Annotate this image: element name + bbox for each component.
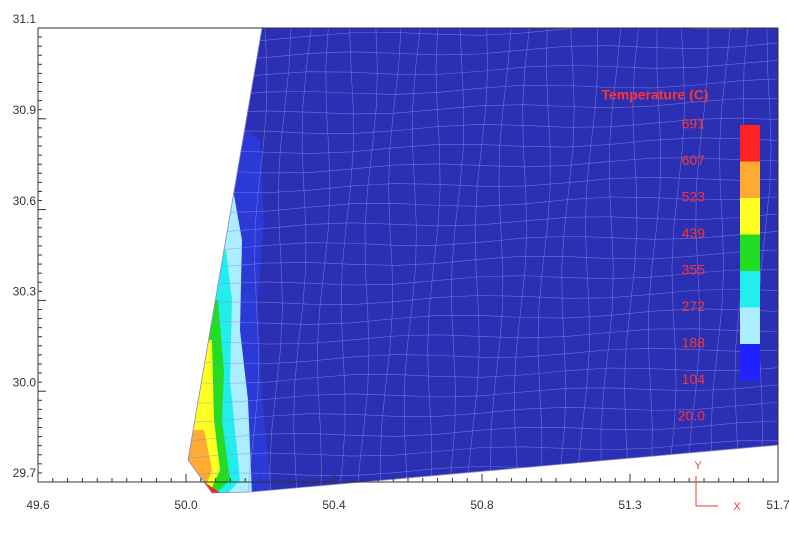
legend-swatch xyxy=(740,198,760,235)
mesh-line xyxy=(356,28,378,493)
mesh-line xyxy=(188,269,778,289)
mesh-line xyxy=(188,249,778,271)
triad-label: X xyxy=(733,501,741,513)
legend-swatch xyxy=(740,271,760,308)
mesh-line xyxy=(756,28,772,493)
mesh-line xyxy=(710,28,731,493)
mesh-line xyxy=(624,28,639,493)
mesh-line xyxy=(466,28,488,493)
legend-title: Temperature (C) xyxy=(601,87,708,103)
mesh-line xyxy=(188,230,778,253)
mesh-line xyxy=(188,98,778,118)
mesh-line xyxy=(665,28,685,493)
legend-level: 104 xyxy=(682,371,706,387)
mesh-line xyxy=(555,28,575,493)
mesh-line xyxy=(188,384,778,404)
mesh-line xyxy=(687,28,709,493)
x-tick-label: 49.6 xyxy=(26,498,50,512)
mesh-line xyxy=(188,328,778,345)
x-tick-label: 50.4 xyxy=(322,498,346,512)
mesh-line xyxy=(188,196,778,213)
mesh-line xyxy=(337,28,354,493)
legend-level: 272 xyxy=(682,298,706,314)
mesh-line xyxy=(188,288,778,306)
legend-swatch xyxy=(740,344,760,381)
mesh-line xyxy=(269,28,292,493)
legend-level: 355 xyxy=(682,262,706,278)
mesh-line xyxy=(188,28,778,42)
legend-level: 523 xyxy=(682,189,706,205)
mesh xyxy=(188,28,778,493)
mesh-line xyxy=(317,28,331,493)
mesh-line xyxy=(188,401,778,424)
legend-swatch xyxy=(740,125,760,162)
mesh-line xyxy=(188,157,778,174)
mesh-line xyxy=(188,367,778,384)
y-tick-label: 30.9 xyxy=(13,103,37,117)
triad-label: Y xyxy=(694,460,702,472)
y-tick-label: 30.6 xyxy=(13,194,37,208)
mesh-line xyxy=(647,28,661,493)
band xyxy=(188,430,212,493)
x-tick-label: 50.8 xyxy=(470,498,494,512)
legend-level: 439 xyxy=(682,225,706,241)
x-tick-label: 51.7 xyxy=(766,498,790,512)
x-tick-label: 51.3 xyxy=(618,498,642,512)
mesh-line xyxy=(188,347,778,365)
mesh-line xyxy=(188,42,778,62)
legend-level: 20.0 xyxy=(678,408,705,424)
y-tick-label: 29.7 xyxy=(13,466,37,480)
mesh-line xyxy=(446,28,465,493)
mesh-line xyxy=(293,28,312,493)
legend-level: 607 xyxy=(682,152,706,168)
mesh-line xyxy=(188,213,778,233)
legend-swatch xyxy=(740,307,760,344)
mesh-line xyxy=(537,28,551,493)
mesh-line xyxy=(403,28,421,493)
mesh-line xyxy=(188,137,778,154)
legend-swatch xyxy=(740,161,760,198)
legend-level: 691 xyxy=(682,116,706,132)
mesh-line xyxy=(379,28,402,493)
mesh-line xyxy=(188,440,778,460)
mesh-line xyxy=(246,28,268,493)
mesh-line xyxy=(188,117,778,135)
y-tick-label: 30.3 xyxy=(13,285,37,299)
triad-axes xyxy=(695,476,718,507)
y-tick-label: 31.1 xyxy=(13,12,37,26)
y-tick-label: 30.0 xyxy=(13,375,37,389)
x-tick-label: 50.0 xyxy=(174,498,198,512)
mesh-line xyxy=(188,308,778,325)
mesh-line xyxy=(188,78,778,100)
mesh-line xyxy=(427,28,441,493)
mesh-line xyxy=(490,28,512,493)
mesh-line xyxy=(188,176,778,194)
legend-swatch xyxy=(740,234,760,271)
mesh-line xyxy=(188,59,778,82)
legend-level: 188 xyxy=(682,335,706,351)
mesh-line xyxy=(188,420,778,442)
